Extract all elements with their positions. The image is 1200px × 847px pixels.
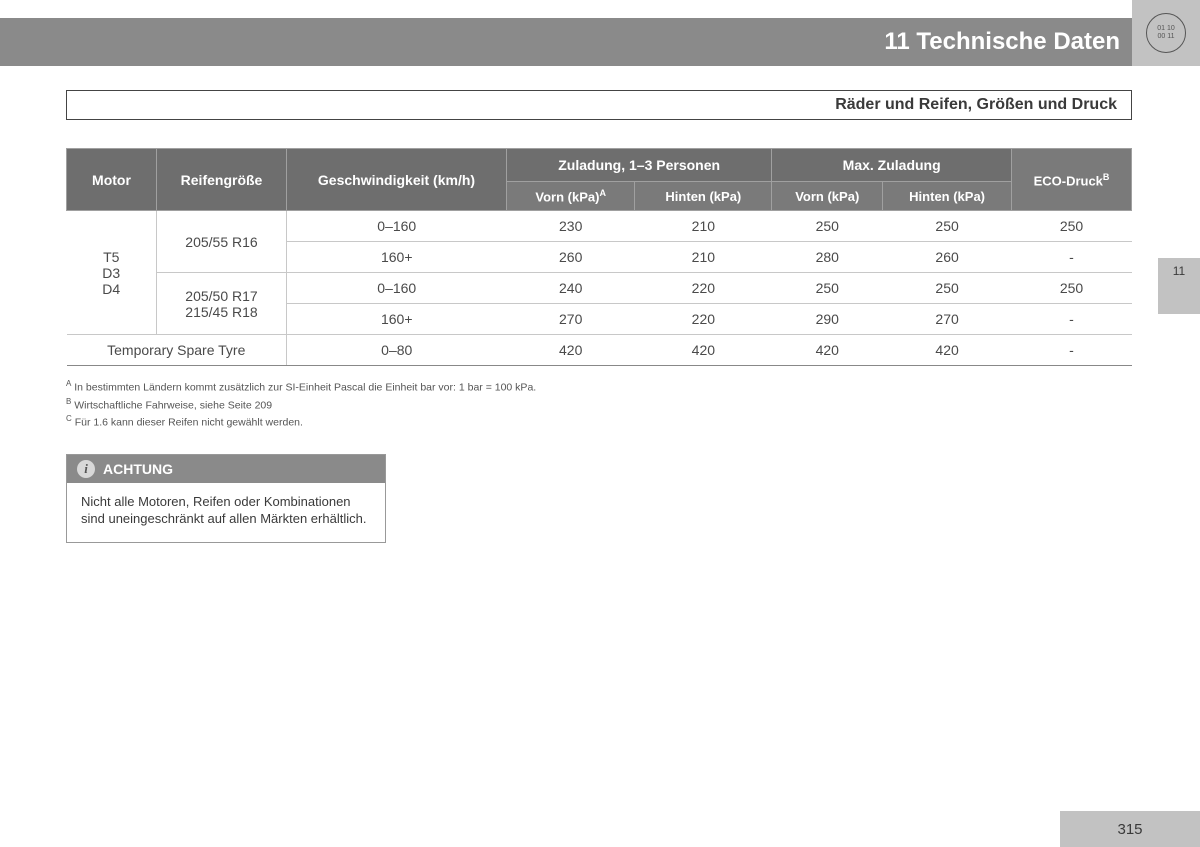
- cell: 160+: [287, 304, 507, 335]
- cell: 0–160: [287, 273, 507, 304]
- cell-spare-label: Temporary Spare Tyre: [67, 335, 287, 366]
- side-tab-label: 11: [1173, 264, 1185, 278]
- cell: 420: [883, 335, 1012, 366]
- cell: 250: [883, 211, 1012, 242]
- corner-line2: 00 11: [1158, 33, 1175, 41]
- cell: 420: [507, 335, 635, 366]
- cell: 270: [883, 304, 1012, 335]
- cell: 260: [883, 242, 1012, 273]
- th-front1-sup: A: [599, 188, 606, 198]
- th-size: Reifengröße: [157, 149, 287, 211]
- fn-c-text: Für 1.6 kann dieser Reifen nicht gewählt…: [72, 416, 303, 428]
- page-number: 315: [1117, 821, 1142, 838]
- size-3: 215/45 R18: [163, 304, 280, 320]
- motor-3: D4: [73, 281, 151, 297]
- fn-a-text: In bestimmten Ländern kommt zusätzlich z…: [71, 382, 536, 394]
- cell: 160+: [287, 242, 507, 273]
- corner-circle-icon: 01 10 00 11: [1146, 13, 1186, 53]
- th-rear2: Hinten (kPa): [883, 182, 1012, 211]
- th-eco-sup: B: [1103, 172, 1110, 182]
- th-eco-label: ECO-Druck: [1034, 173, 1103, 188]
- cell: 230: [507, 211, 635, 242]
- cell: 0–160: [287, 211, 507, 242]
- cell: 290: [772, 304, 883, 335]
- achtung-title: ACHTUNG: [103, 461, 173, 477]
- th-motor: Motor: [67, 149, 157, 211]
- cell: -: [1012, 335, 1132, 366]
- th-eco: ECO-DruckB: [1012, 149, 1132, 211]
- th-front2: Vorn (kPa): [772, 182, 883, 211]
- cell: 280: [772, 242, 883, 273]
- th-front1-label: Vorn (kPa): [535, 189, 599, 204]
- content-area: Motor Reifengröße Geschwindigkeit (km/h)…: [66, 148, 1132, 543]
- corner-badge: 01 10 00 11: [1132, 0, 1200, 66]
- footnote-a: A In bestimmten Ländern kommt zusätzlich…: [66, 378, 1132, 395]
- cell: -: [1012, 242, 1132, 273]
- motor-1: T5: [73, 249, 151, 265]
- table-row-spare: Temporary Spare Tyre 0–80 420 420 420 42…: [67, 335, 1132, 366]
- side-tab: 11: [1158, 258, 1200, 314]
- th-speed: Geschwindigkeit (km/h): [287, 149, 507, 211]
- header-band: 11 Technische Daten: [0, 18, 1200, 66]
- cell: 420: [772, 335, 883, 366]
- cell: -: [1012, 304, 1132, 335]
- cell: 240: [507, 273, 635, 304]
- section-subheading: Räder und Reifen, Größen und Druck: [66, 90, 1132, 120]
- table-header-row-1: Motor Reifengröße Geschwindigkeit (km/h)…: [67, 149, 1132, 182]
- table-row: 205/50 R17 215/45 R18 0–160 240 220 250 …: [67, 273, 1132, 304]
- cell: 220: [635, 273, 772, 304]
- th-rear1: Hinten (kPa): [635, 182, 772, 211]
- th-maxload: Max. Zuladung: [772, 149, 1012, 182]
- size-2: 205/50 R17: [163, 288, 280, 304]
- cell: 250: [772, 211, 883, 242]
- achtung-header: i ACHTUNG: [67, 455, 385, 483]
- cell: 250: [1012, 273, 1132, 304]
- cell: 250: [772, 273, 883, 304]
- info-icon: i: [77, 460, 95, 478]
- cell: 220: [635, 304, 772, 335]
- th-front1: Vorn (kPa)A: [507, 182, 635, 211]
- table-row: T5 D3 D4 205/55 R16 0–160 230 210 250 25…: [67, 211, 1132, 242]
- tire-pressure-table: Motor Reifengröße Geschwindigkeit (km/h)…: [66, 148, 1132, 366]
- cell: 0–80: [287, 335, 507, 366]
- page-number-box: 315: [1060, 811, 1200, 847]
- footnote-b: B Wirtschaftliche Fahrweise, siehe Seite…: [66, 396, 1132, 413]
- achtung-box: i ACHTUNG Nicht alle Motoren, Reifen ode…: [66, 454, 386, 543]
- cell: 420: [635, 335, 772, 366]
- achtung-body: Nicht alle Motoren, Reifen oder Kombinat…: [67, 483, 385, 542]
- motor-2: D3: [73, 265, 151, 281]
- cell-size-1: 205/55 R16: [157, 211, 287, 273]
- footnote-c: C Für 1.6 kann dieser Reifen nicht gewäh…: [66, 413, 1132, 430]
- cell: 270: [507, 304, 635, 335]
- cell: 210: [635, 242, 772, 273]
- cell: 210: [635, 211, 772, 242]
- cell-size-2: 205/50 R17 215/45 R18: [157, 273, 287, 335]
- cell: 260: [507, 242, 635, 273]
- subheading-text: Räder und Reifen, Größen und Druck: [835, 96, 1117, 114]
- th-load13: Zuladung, 1–3 Personen: [507, 149, 772, 182]
- corner-line1: 01 10: [1157, 25, 1175, 33]
- footnotes: A In bestimmten Ländern kommt zusätzlich…: [66, 378, 1132, 430]
- cell: 250: [883, 273, 1012, 304]
- cell-motors: T5 D3 D4: [67, 211, 157, 335]
- fn-b-text: Wirtschaftliche Fahrweise, siehe Seite 2…: [71, 399, 272, 411]
- chapter-title: 11 Technische Daten: [884, 28, 1120, 56]
- cell: 250: [1012, 211, 1132, 242]
